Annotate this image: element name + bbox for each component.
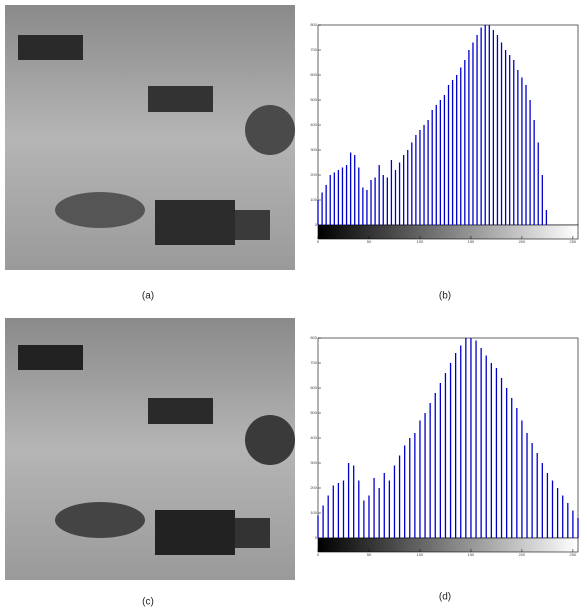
x-tick-label: 100 (417, 552, 424, 557)
y-tick-label: 600 (310, 385, 317, 390)
panel-label: (b) (439, 291, 451, 302)
gray-bar (317, 224, 579, 240)
y-tick-label: 0 (315, 535, 318, 540)
y-tick-label: 200 (310, 172, 317, 177)
y-tick-label: 300 (310, 460, 317, 465)
x-tick-label: 150 (468, 552, 475, 557)
x-tick-label: 250 (570, 239, 577, 244)
x-tick-label: 250 (570, 552, 577, 557)
y-tick-label: 200 (310, 485, 317, 490)
photo-a (5, 5, 295, 270)
panel-label: (d) (439, 592, 451, 603)
y-tick-label: 100 (310, 197, 317, 202)
y-tick-label: 400 (310, 122, 317, 127)
panel-label: (c) (142, 597, 154, 608)
y-tick-label: 800 (310, 22, 317, 27)
x-tick-label: 100 (417, 239, 424, 244)
plot-area (317, 337, 579, 539)
y-tick-label: 500 (310, 97, 317, 102)
y-tick-label: 0 (315, 222, 318, 227)
y-tick-label: 300 (310, 147, 317, 152)
x-tick-label: 150 (468, 239, 475, 244)
x-tick-label: 200 (519, 239, 526, 244)
panel-label: (a) (142, 291, 154, 302)
x-tick-label: 50 (367, 239, 372, 244)
y-tick-label: 100 (310, 510, 317, 515)
x-tick-label: 0 (317, 239, 320, 244)
y-tick-label: 700 (310, 47, 317, 52)
y-tick-label: 800 (310, 335, 317, 340)
gray-bar (317, 537, 579, 553)
y-tick-label: 500 (310, 410, 317, 415)
x-tick-label: 50 (367, 552, 372, 557)
y-tick-label: 600 (310, 72, 317, 77)
y-tick-label: 400 (310, 435, 317, 440)
x-tick-label: 200 (519, 552, 526, 557)
photo-c (5, 318, 295, 580)
x-tick-label: 0 (317, 552, 320, 557)
y-tick-label: 700 (310, 360, 317, 365)
